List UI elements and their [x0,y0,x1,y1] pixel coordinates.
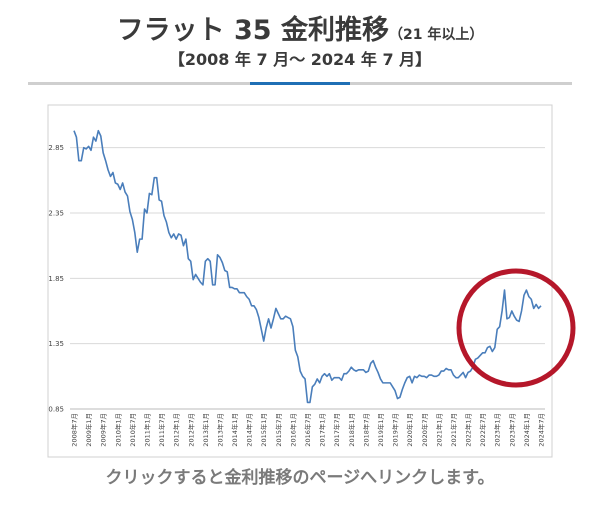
x-tick-label: 2010年7月 [128,413,137,447]
x-tick-label: 2010年1月 [113,413,122,447]
y-tick-label: 1.85 [48,275,64,283]
chart-subtitle: （21 年以上） [389,27,484,43]
x-tick-label: 2009年7月 [99,413,108,447]
divider-accent [250,82,350,85]
x-tick-label: 2008年7月 [70,413,79,447]
y-tick-label: 2.85 [48,144,64,152]
x-tick-label: 2012年7月 [186,413,195,447]
x-tick-label: 2019年7月 [391,413,400,447]
x-tick-label: 2022年1月 [464,413,473,447]
x-tick-label: 2017年7月 [332,413,341,447]
x-tick-label: 2011年7月 [157,413,166,447]
x-tick-label: 2012年1月 [172,413,181,447]
x-tick-label: 2011年1月 [142,413,151,447]
y-tick-label: 2.35 [48,210,64,218]
x-tick-label: 2016年7月 [303,413,312,447]
x-tick-label: 2021年7月 [449,413,458,447]
y-tick-label: 1.35 [48,340,64,348]
x-tick-label: 2021年1月 [434,413,443,447]
x-tick-label: 2018年1月 [347,413,356,447]
x-tick-label: 2023年1月 [493,413,502,447]
highlight-circle [456,268,576,388]
x-tick-label: 2018年7月 [361,413,370,447]
x-tick-label: 2013年7月 [215,413,224,447]
x-tick-label: 2020年7月 [420,413,429,447]
x-tick-label: 2017年1月 [318,413,327,447]
x-tick-label: 2024年1月 [522,413,531,447]
x-tick-label: 2016年1月 [288,413,297,447]
x-tick-label: 2014年1月 [230,413,239,447]
x-tick-label: 2015年1月 [259,413,268,447]
x-tick-label: 2014年7月 [245,413,254,447]
rate-line [73,129,542,404]
title-block: フラット 35 金利推移（21 年以上） [0,8,600,47]
x-tick-label: 2015年7月 [274,413,283,447]
x-tick-label: 2019年1月 [376,413,385,447]
x-tick-label: 2013年1月 [201,413,210,447]
x-tick-label: 2020年1月 [405,413,414,447]
chart-frame [47,104,553,458]
x-tick-label: 2023年7月 [507,413,516,447]
link-caption[interactable]: クリックすると金利推移のページへリンクします。 [105,468,495,488]
chart-title: フラット 35 金利推移 [116,15,389,46]
period: 【2008 年 7 月～ 2024 年 7 月】 [168,50,432,69]
x-tick-label: 2009年1月 [84,413,93,447]
x-tick-label: 2024年7月 [537,413,546,447]
x-tick-label: 2022年7月 [478,413,487,447]
y-tick-label: 0.85 [48,406,64,414]
